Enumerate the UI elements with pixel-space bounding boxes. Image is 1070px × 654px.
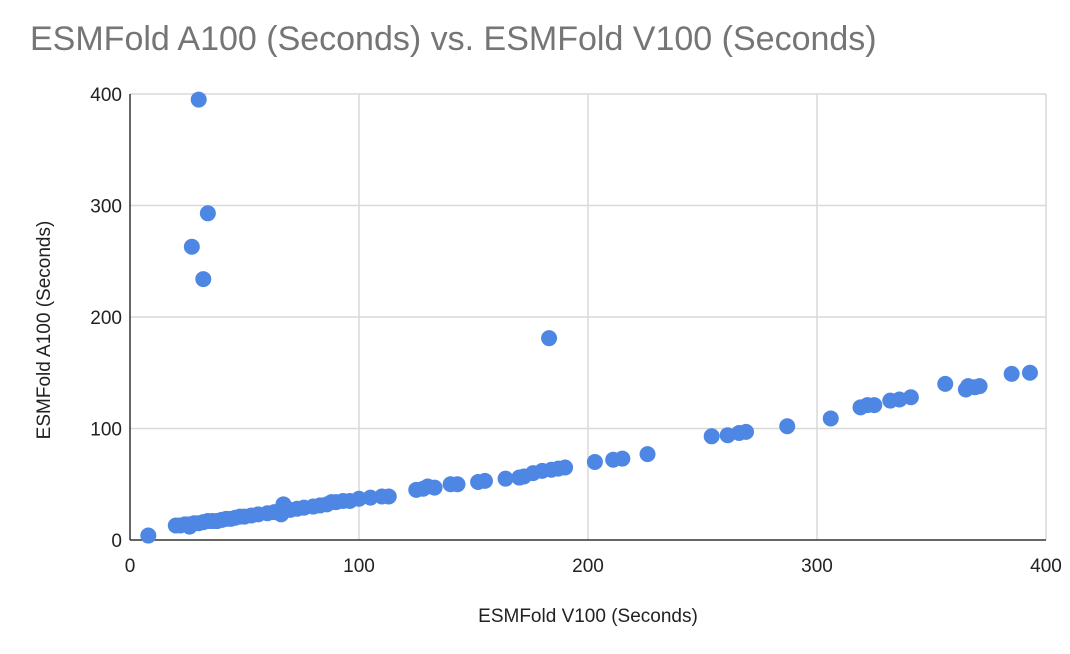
data-point: [639, 446, 656, 463]
axes: [129, 94, 1046, 541]
y-tick-label: 400: [90, 85, 122, 106]
data-point: [971, 378, 988, 395]
data-points: [140, 91, 1038, 544]
x-tick-label: 0: [125, 556, 136, 577]
data-point: [1003, 365, 1020, 382]
data-point: [937, 375, 954, 392]
data-point: [497, 470, 514, 487]
data-point: [190, 91, 207, 108]
y-tick-label: 0: [111, 531, 122, 552]
data-point: [140, 527, 157, 544]
x-tick-label: 400: [1030, 556, 1062, 577]
data-point: [738, 423, 755, 440]
x-tick-label: 200: [572, 556, 604, 577]
data-point: [380, 488, 397, 505]
x-tick-label: 300: [801, 556, 833, 577]
data-point: [476, 472, 493, 489]
y-axis-title: ESMFold A100 (Seconds): [34, 221, 55, 440]
data-point: [779, 418, 796, 435]
gridlines: [130, 93, 1047, 540]
chart-title: ESMFold A100 (Seconds) vs. ESMFold V100 …: [30, 20, 877, 58]
y-tick-label: 300: [90, 197, 122, 218]
data-point: [703, 428, 720, 445]
data-point: [449, 476, 466, 493]
data-point: [902, 389, 919, 406]
data-point: [541, 330, 558, 347]
data-point: [614, 450, 631, 467]
data-point: [866, 397, 883, 414]
tick-labels: 0 100 200 300 400 0 100 200 300 400: [90, 85, 1062, 577]
data-point: [183, 238, 200, 255]
x-axis-title: ESMFold V100 (Seconds): [478, 606, 698, 627]
data-point: [199, 205, 216, 222]
y-tick-label: 100: [90, 420, 122, 441]
data-point: [586, 453, 603, 470]
x-tick-label: 100: [343, 556, 375, 577]
data-point: [557, 459, 574, 476]
data-point: [181, 518, 198, 535]
data-point: [822, 410, 839, 427]
data-point: [426, 479, 443, 496]
y-tick-label: 200: [90, 308, 122, 329]
data-point: [195, 271, 212, 288]
data-point: [1021, 364, 1038, 381]
